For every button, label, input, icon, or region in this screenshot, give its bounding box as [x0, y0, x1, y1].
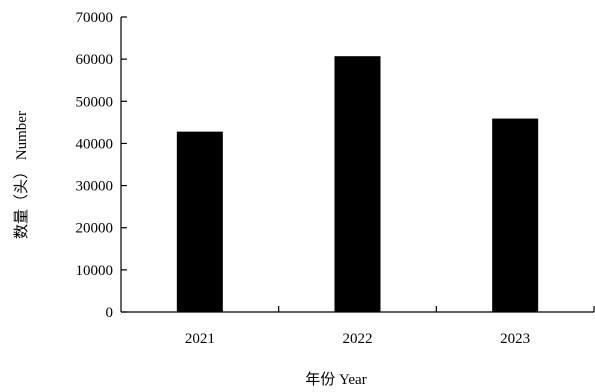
y-tick-label: 70000 [76, 10, 114, 26]
x-tick-label: 2021 [185, 331, 215, 347]
y-tick-label: 0 [106, 305, 114, 321]
y-tick-label: 60000 [76, 52, 114, 68]
bar-2021 [176, 131, 223, 312]
x-axis: 2021 2022 2023 [121, 306, 595, 347]
bar-2023 [492, 118, 539, 312]
bar-2022 [334, 56, 381, 312]
x-tick-label: 2023 [500, 331, 530, 347]
bars-group [176, 56, 539, 312]
x-tick-label: 2022 [343, 331, 373, 347]
y-tick-label: 10000 [76, 263, 114, 279]
y-axis-title: 数量（头） Number [13, 111, 30, 239]
y-tick-label: 50000 [76, 94, 114, 110]
x-axis-title: 年份 Year [305, 371, 366, 388]
y-tick-label: 40000 [76, 136, 114, 152]
y-tick-label: 20000 [76, 221, 114, 237]
y-axis: 0 10000 20000 30000 40000 50000 60000 70000 [76, 10, 127, 321]
y-tick-label: 30000 [76, 179, 114, 195]
